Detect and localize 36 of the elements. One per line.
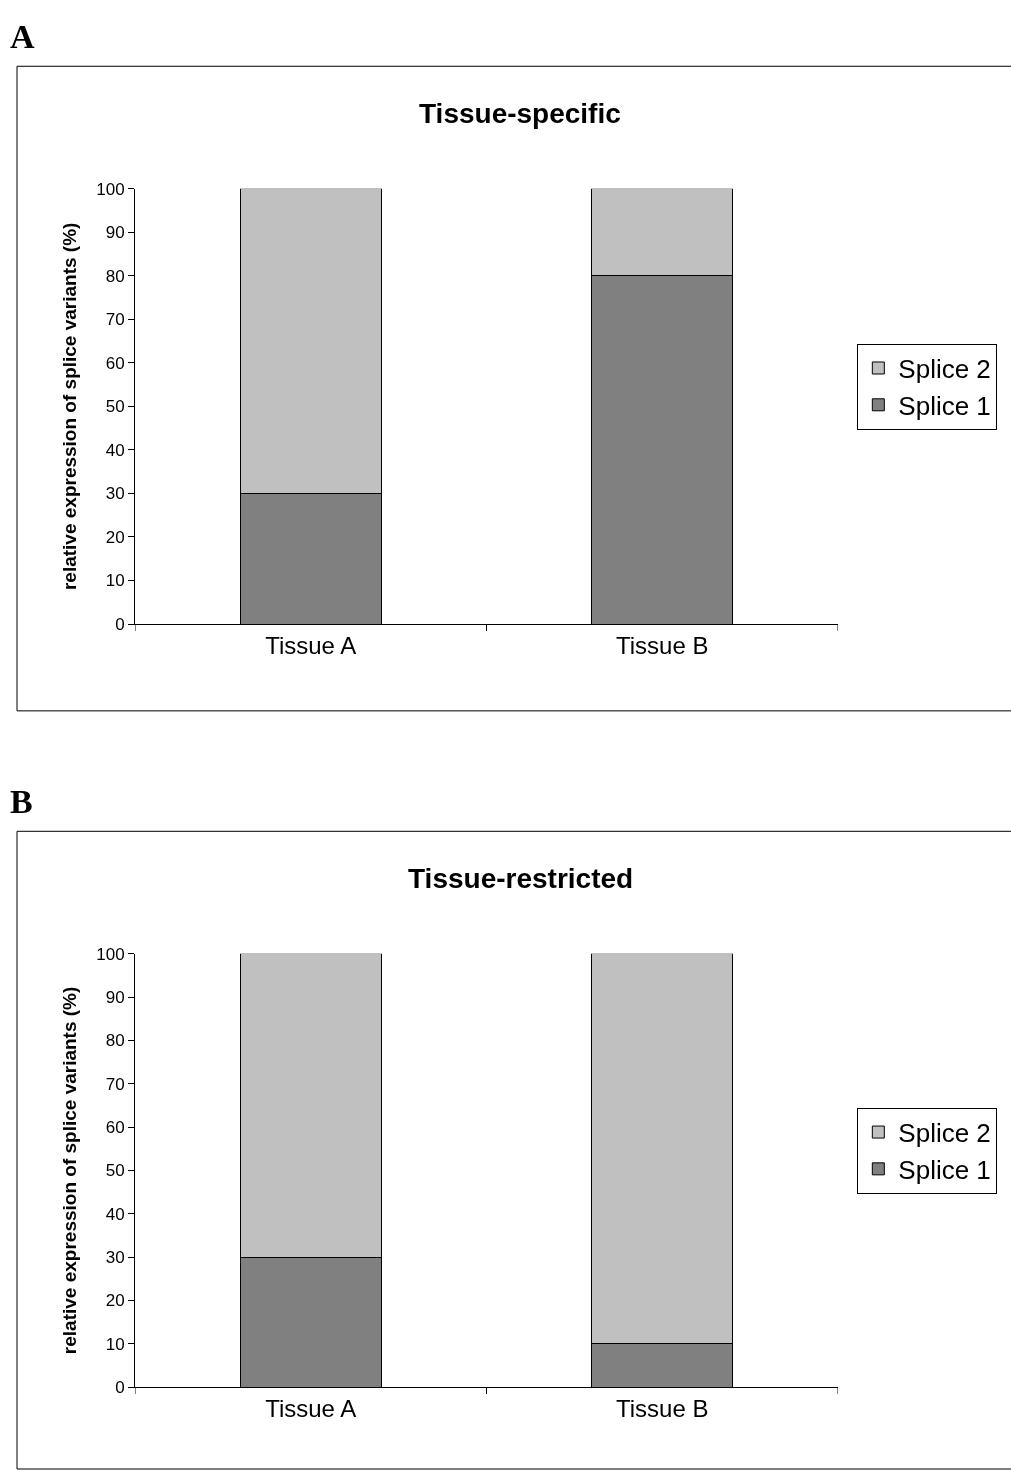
legend-label: Splice 2: [898, 354, 991, 385]
y-tick-label: 10: [105, 1334, 125, 1354]
x-tick-label: Tissue B: [616, 631, 709, 659]
legend-label: Splice 1: [898, 390, 991, 421]
x-tick-label: Tissue A: [265, 1394, 357, 1422]
y-tick-label: 10: [105, 571, 125, 591]
y-tick-label: 40: [105, 440, 125, 460]
y-tick-label: 80: [105, 1031, 125, 1051]
y-tick-label: 30: [105, 484, 125, 504]
text: A: [10, 18, 35, 55]
y-tick-label: 60: [105, 1118, 125, 1138]
x-tick-label: Tissue B: [616, 1394, 709, 1422]
y-tick-label: 20: [105, 1291, 125, 1311]
y-tick-label: 90: [105, 223, 125, 243]
y-tick-label: 100: [96, 944, 125, 964]
y-tick-label: 50: [105, 397, 125, 417]
y-tick-label: 0: [115, 614, 125, 634]
x-tick-label: Tissue A: [265, 631, 357, 659]
legend-label: Splice 2: [898, 1118, 991, 1149]
y-tick-label: 100: [96, 179, 125, 199]
chart-title: Tissue-restricted: [408, 863, 634, 894]
y-tick-label: 70: [105, 1074, 125, 1094]
y-tick-label: 60: [105, 353, 125, 373]
y-tick-label: 20: [105, 527, 125, 547]
y-tick-label: 70: [105, 310, 125, 330]
y-tick-label: 90: [105, 988, 125, 1007]
legend-label: Splice 1: [898, 1154, 991, 1185]
chart-title: Tissue-specific: [419, 98, 621, 129]
y-tick-label: 50: [105, 1161, 125, 1181]
text: B: [10, 783, 33, 820]
y-axis-title: relative expression of splice variants (%): [59, 222, 81, 591]
y-axis-title: relative expression of splice variants (%): [59, 986, 81, 1355]
y-tick-label: 30: [105, 1248, 125, 1268]
y-tick-label: 0: [115, 1378, 125, 1398]
y-tick-label: 40: [105, 1204, 125, 1224]
y-tick-label: 80: [105, 266, 125, 286]
